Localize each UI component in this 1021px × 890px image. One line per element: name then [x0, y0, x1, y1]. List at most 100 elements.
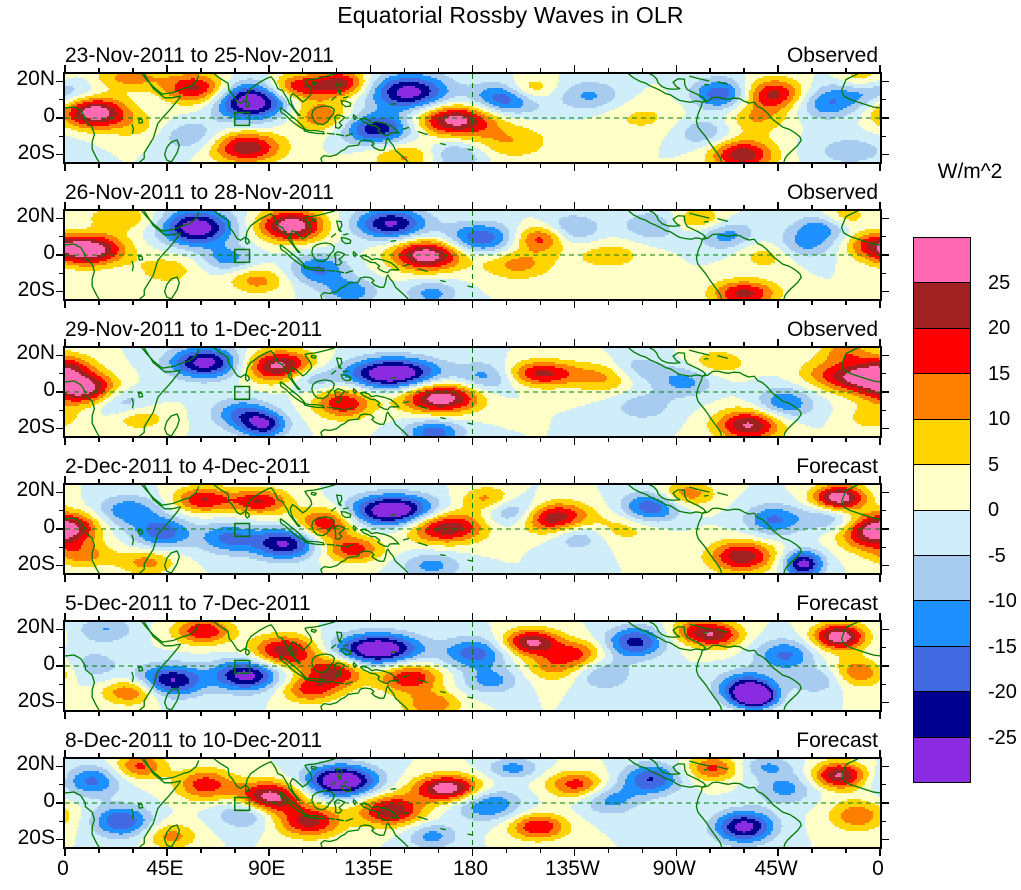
x-axis-label: 90E	[248, 857, 286, 880]
x-axis-tick	[607, 68, 610, 72]
x-axis-tick	[437, 438, 440, 442]
x-axis-tick	[335, 205, 338, 209]
x-axis-tick	[234, 342, 236, 346]
x-axis-tick	[607, 301, 610, 305]
y-axis-tick	[882, 528, 889, 530]
colorbar-tick-label: 15	[988, 362, 1011, 385]
x-axis-tick	[811, 164, 813, 168]
y-axis-tick	[882, 665, 889, 667]
x-axis-tick	[335, 68, 338, 72]
panel-source-label: Forecast	[796, 729, 878, 752]
y-axis-label: 20N	[16, 67, 55, 91]
y-axis-tick	[882, 80, 889, 83]
x-axis-tick	[335, 479, 338, 483]
x-axis-tick	[64, 575, 66, 582]
y-axis-tick	[56, 254, 63, 256]
panel-source-label: Forecast	[796, 592, 878, 615]
map-canvas	[65, 759, 880, 847]
x-axis-tick	[709, 575, 711, 579]
x-axis-tick	[709, 164, 711, 168]
x-axis-tick	[879, 65, 881, 72]
x-axis-tick	[471, 613, 474, 620]
y-axis-tick	[882, 646, 886, 649]
x-axis-tick	[98, 479, 100, 483]
y-axis-label: 0	[43, 104, 55, 127]
y-axis-tick	[56, 528, 63, 530]
x-axis-tick	[777, 750, 779, 757]
y-axis-tick	[882, 153, 889, 156]
panel-5-header: 5-Dec-2011 to 7-Dec-2011 Forecast	[63, 590, 878, 617]
x-axis-label: 135W	[544, 857, 600, 880]
x-axis-tick	[64, 849, 66, 856]
x-axis-tick	[64, 712, 66, 719]
x-axis-tick	[743, 849, 745, 853]
x-axis-tick	[98, 438, 100, 442]
x-axis-tick	[301, 849, 304, 853]
x-axis-tick	[403, 753, 406, 757]
panel-period: 2-Dec-2011 to 4-Dec-2011	[65, 455, 311, 478]
x-axis-tick	[268, 202, 270, 209]
x-axis-tick	[777, 202, 779, 209]
x-axis-tick	[437, 849, 440, 853]
x-axis-tick	[132, 342, 134, 346]
x-axis-tick	[743, 438, 745, 442]
x-axis-tick	[403, 712, 406, 716]
map-canvas	[65, 211, 880, 299]
x-axis-tick	[301, 616, 304, 620]
x-axis-tick	[335, 712, 338, 716]
y-axis-label: 20N	[16, 752, 55, 776]
colorbar-cell	[914, 373, 970, 419]
x-axis-tick	[437, 342, 440, 346]
x-axis-tick	[845, 342, 847, 346]
x-axis-tick	[641, 753, 644, 757]
y-axis-tick	[56, 628, 63, 631]
x-axis-label: 180	[452, 857, 489, 880]
x-axis-tick	[607, 342, 610, 346]
colorbar-cell	[914, 645, 970, 692]
x-axis-tick	[505, 753, 508, 757]
y-axis-tick	[56, 290, 63, 293]
x-axis-tick	[607, 479, 610, 483]
y-axis-label: 20S	[17, 140, 55, 164]
y-axis-label: 20S	[17, 825, 55, 849]
x-axis-tick	[607, 205, 610, 209]
y-axis-tick	[882, 491, 889, 494]
x-axis-label: 0	[872, 857, 884, 880]
x-axis-tick	[607, 849, 610, 853]
x-axis-tick	[437, 301, 440, 305]
x-axis-tick	[98, 68, 100, 72]
y-axis-tick	[882, 354, 889, 357]
x-axis-tick	[403, 205, 406, 209]
x-axis-tick	[879, 712, 881, 719]
x-axis-tick	[539, 575, 542, 579]
x-axis-tick	[845, 849, 847, 853]
x-axis-tick	[607, 712, 610, 716]
x-axis-tick	[335, 438, 338, 442]
panel-2-header: 26-Nov-2011 to 28-Nov-2011 Observed	[63, 179, 878, 206]
map-panel-5	[56, 613, 889, 719]
x-axis-tick	[743, 479, 745, 483]
x-axis-tick	[166, 202, 168, 209]
y-axis-tick	[882, 372, 886, 375]
y-axis-tick	[882, 98, 886, 101]
colorbar-cell	[914, 418, 970, 465]
x-axis-tick	[879, 613, 881, 620]
x-axis-tick	[505, 68, 508, 72]
x-axis-tick	[166, 339, 168, 346]
x-axis-tick	[743, 712, 745, 716]
x-axis-tick	[403, 438, 406, 442]
x-axis-tick	[301, 575, 304, 579]
x-axis-tick	[471, 202, 474, 209]
x-axis-tick	[369, 301, 372, 308]
x-axis-tick	[743, 68, 745, 72]
x-axis-tick	[301, 438, 304, 442]
x-axis-tick	[64, 164, 66, 171]
x-axis-tick	[200, 438, 202, 442]
x-axis-tick	[539, 342, 542, 346]
x-axis-tick	[573, 476, 576, 483]
x-axis-tick	[607, 575, 610, 579]
x-axis-tick	[301, 68, 304, 72]
y-axis-tick	[59, 409, 63, 412]
x-axis-tick	[641, 479, 644, 483]
y-axis-label: 0	[43, 652, 55, 675]
